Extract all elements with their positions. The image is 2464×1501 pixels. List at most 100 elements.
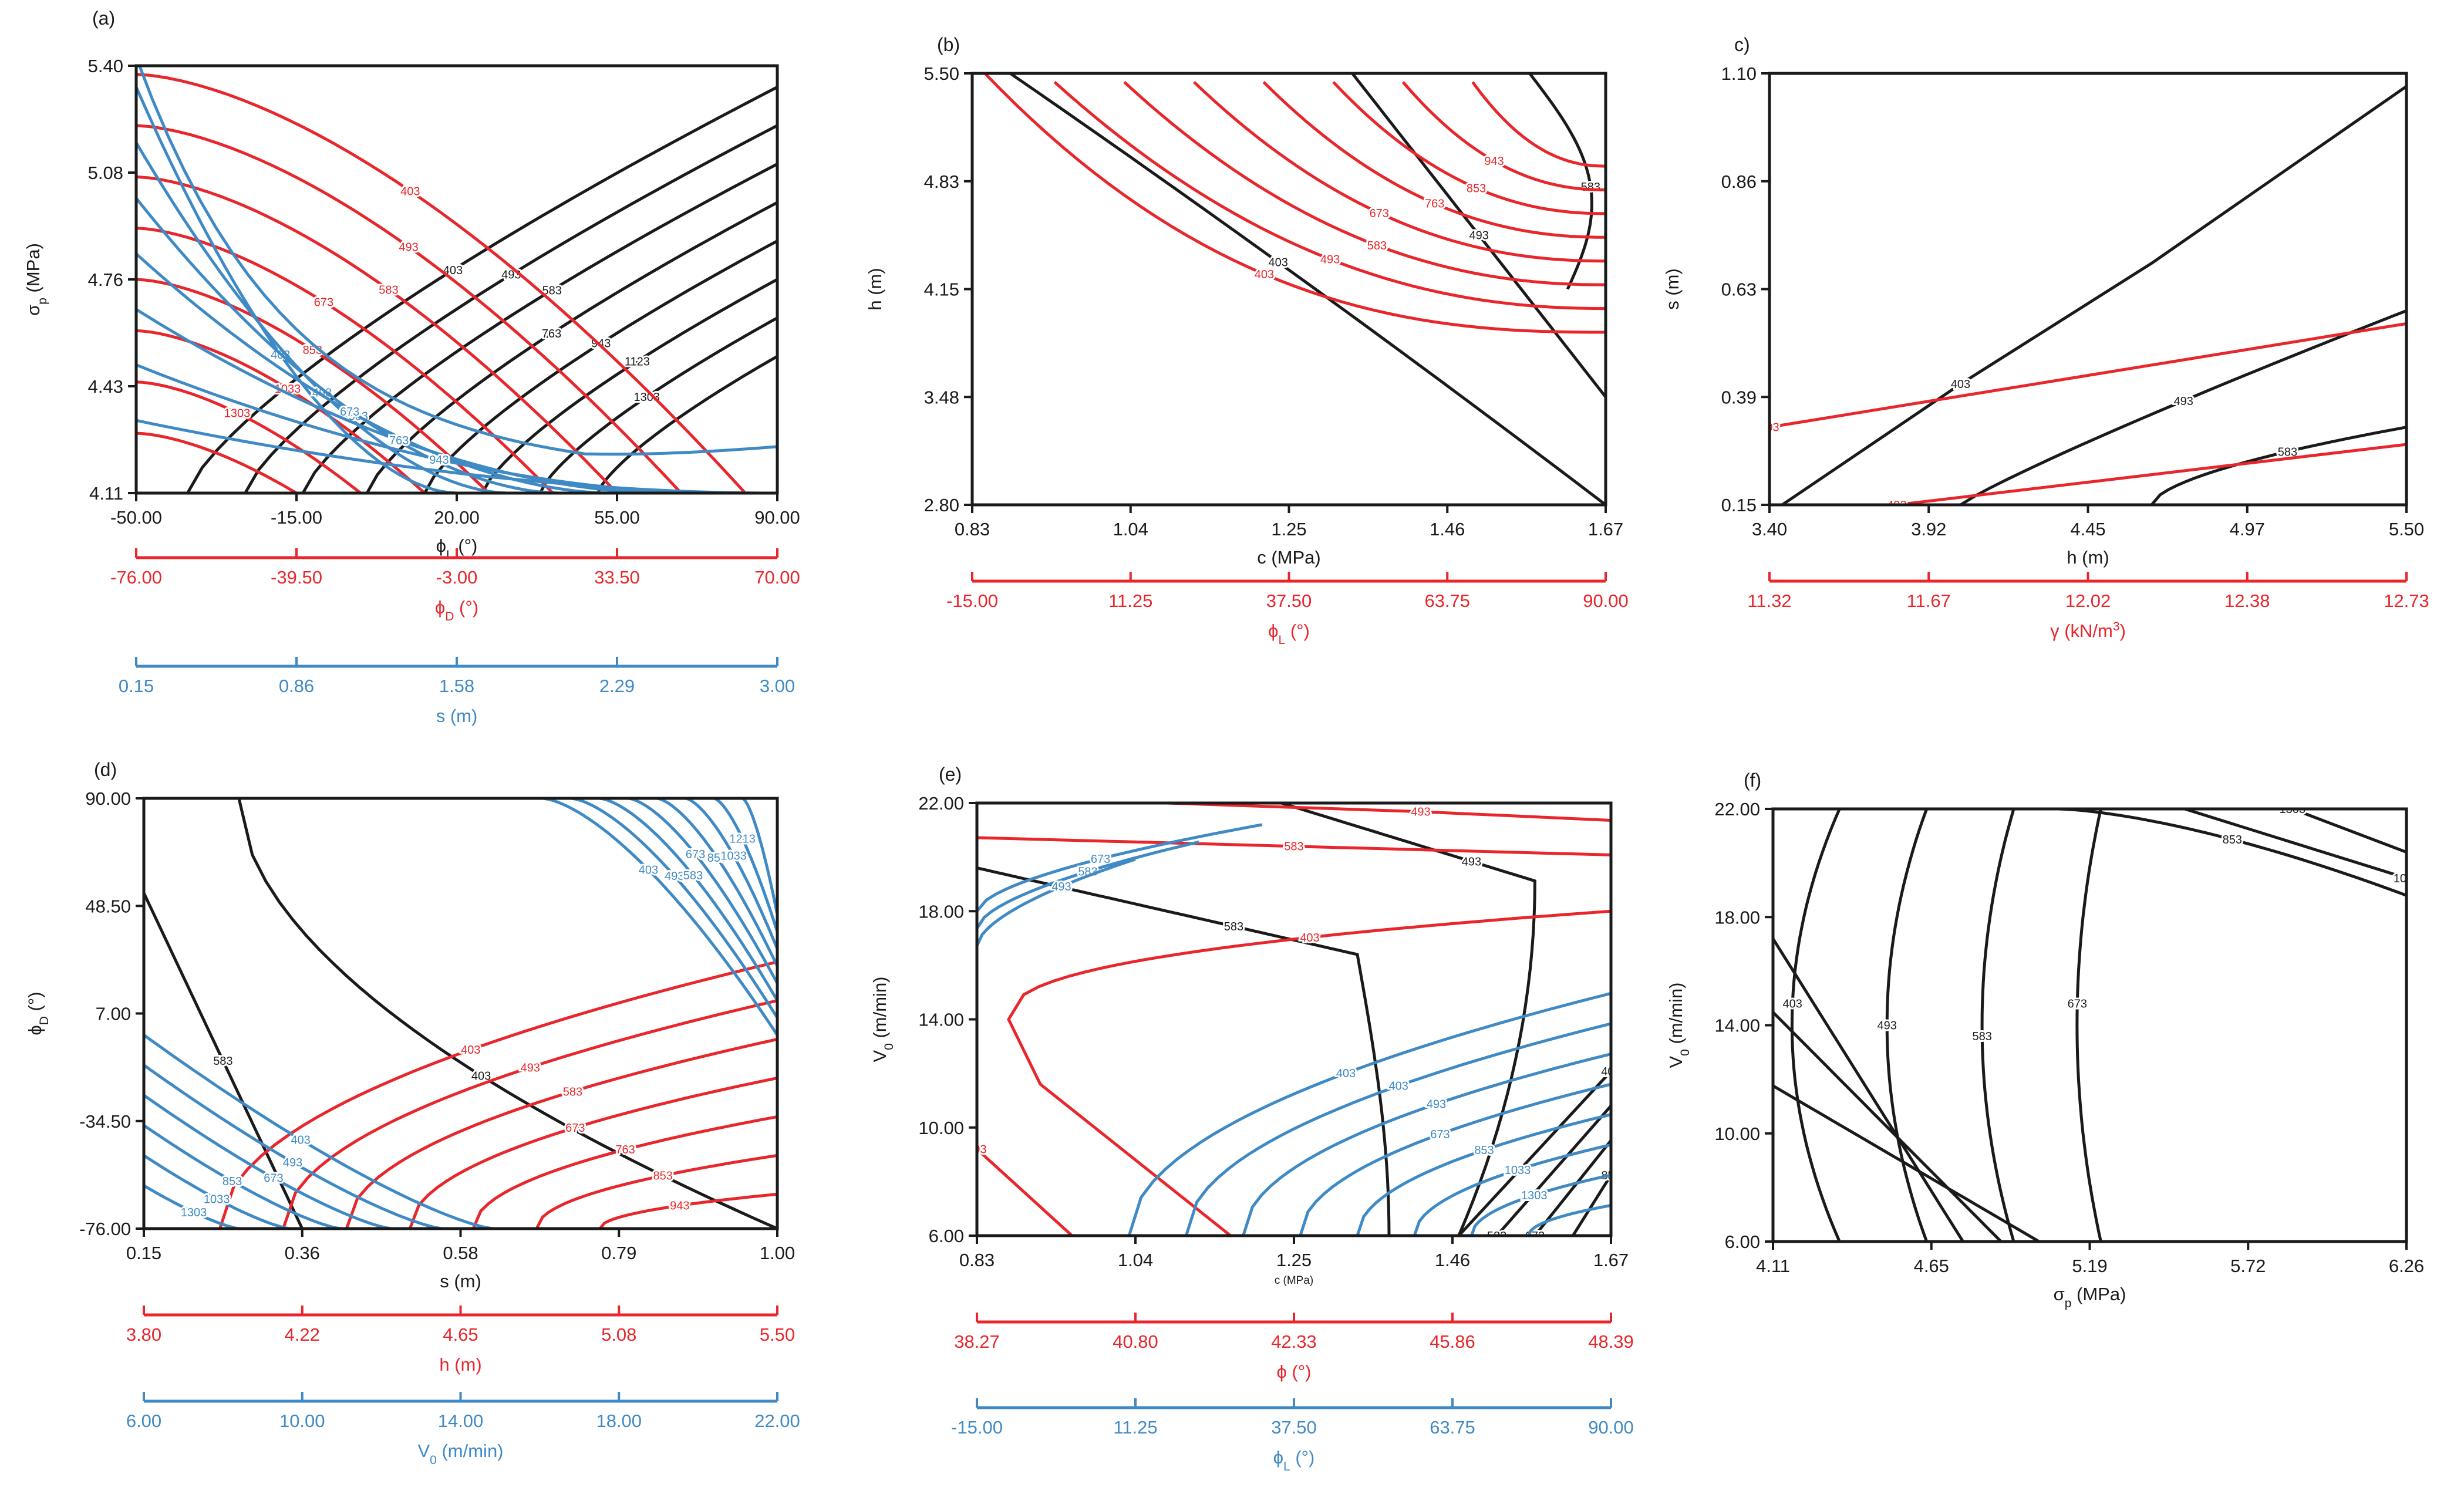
contour-label: 583 [1224,920,1243,933]
red-contour-line [408,1077,777,1229]
extra-axis-tick-label: 1.58 [439,676,474,696]
contour-label: 403 [1782,998,1802,1011]
extra-axis-title: ϕL (°) [1273,1447,1315,1473]
red-contour-line [1401,81,1606,191]
black-contour-line [244,124,777,493]
y-tick-label: 22.00 [1714,799,1760,819]
black-contour-line [596,355,777,493]
panel-title: (f) [1744,770,1761,791]
blue-contour-line [713,798,777,932]
extra-axis-tick-label: 37.50 [1266,591,1312,611]
extra-axis-tick-label: 0.86 [279,676,314,696]
extra-axis-tick-label: -39.50 [271,567,322,588]
extra-axis-tick-label: 10.00 [279,1411,325,1431]
y-tick-label: 4.83 [924,171,959,192]
extra-axis-tick-label: 5.08 [601,1324,636,1345]
extra-axis-tick-label: 45.86 [1430,1331,1475,1352]
contour-label: 403 [639,864,658,877]
contour-label: 673 [264,1172,283,1185]
x-tick-label: 3.92 [1911,519,1946,539]
black-contour-line [1773,937,1964,1242]
contour-lines: 4035834034935836737638539434034936738531… [144,798,777,1229]
y-tick-label: 4.15 [924,279,959,300]
y-tick-label: 4.43 [88,376,123,397]
blue-contour-line [144,1064,442,1229]
contour-label: 493 [1462,855,1481,868]
blue-contour-line [542,798,777,1036]
y-axis-title: σp (MPa) [23,243,49,316]
x-tick-label: 0.83 [959,1250,995,1270]
blue-contour-line [144,1094,392,1229]
y-tick-label: 6.00 [929,1226,964,1246]
y-tick-label: 22.00 [918,793,964,814]
blue-contour-line [136,363,713,493]
red-contour-line [136,431,298,493]
contour-label: 943 [670,1200,689,1213]
black-contour-line [301,163,777,493]
blue-contour-line [1527,1203,1611,1236]
contour-label: 493 [1411,806,1430,819]
red-contour-line [218,960,777,1229]
extra-axis-red: 11.32 11.67 12.02 12.38 12.73 γ (kN/m3) [1747,572,2429,641]
y-axis-title: s (m) [1662,268,1683,310]
black-contour-line [1572,1174,1611,1236]
extra-axis-tick-label: 38.27 [954,1331,1000,1352]
contour-label: 493 [1878,1020,1897,1033]
chart-panel-f: (f) 403 493 583 673 853 1033 1303 4.11 4.65 5.19 5.… [1666,770,2424,1310]
black-contour-line [1885,809,1929,1242]
y-axis-title: V0 (m/min) [869,976,896,1062]
contour-label: 493 [521,1061,540,1074]
extra-axis-title: ϕ (°) [1276,1361,1311,1382]
y-tick-label: 18.00 [1714,907,1760,927]
contour-label: 763 [615,1144,635,1156]
red-contour-line [136,124,683,493]
extra-axis-tick-label: 70.00 [754,567,800,588]
contour-label: 1303 [224,407,251,420]
y-tick-label: 0.63 [1721,279,1757,300]
contour-label: 1123 [625,355,650,368]
contour-label: 583 [563,1085,582,1098]
red-contour-line [1896,443,2406,505]
y-tick-label: 18.00 [918,901,964,922]
y-tick-label: 48.50 [85,896,131,916]
black-contour-line [237,798,777,1229]
extra-axis-tick-label: 11.25 [1108,591,1152,611]
y-tick-label: 90.00 [85,788,131,809]
extra-axis-red: 38.27 40.80 42.33 45.86 48.39 ϕ (°) [954,1313,1634,1382]
panel-title: (b) [937,34,960,55]
x-tick-label: 0.58 [443,1243,478,1263]
contour-label: 493 [967,1144,986,1156]
y-tick-label: 1.10 [1721,63,1757,84]
contour-label: 493 [1320,254,1340,267]
extra-axis-title: V0 (m/min) [417,1441,503,1467]
contour-label: 583 [1284,841,1303,854]
contour-lines: 403 493 583 673 853 1033 1303 [1773,809,2406,1242]
x-tick-label: 1.25 [1276,1250,1312,1270]
black-contour-line [1351,73,1606,398]
contour-lines: 403 493 583 403 493 583 673 763 853 943 [983,73,1606,505]
black-contour-line [1280,803,1536,1236]
extra-axis-tick-label: 11.32 [1747,591,1791,611]
y-tick-label: 5.40 [88,56,123,76]
chart-panel-b: (b) 403 493 583 403 493 583 673 763 853 943 0.83 1.0… [865,34,1629,647]
contour-label: 403 [1268,257,1287,269]
x-tick-label: 4.45 [2070,519,2105,539]
blue-contour-line [599,798,777,1001]
extra-axis-tick-label: 63.75 [1430,1417,1475,1438]
chart-panel-d: (d)4035834034935836737638539434034936738… [25,759,800,1467]
black-contour-line [1773,1084,2040,1242]
extra-axis-tick-label: -15.00 [951,1417,1003,1438]
extra-axis-tick-label: 33.50 [594,567,640,588]
x-tick-label: 4.97 [2230,519,2265,539]
contour-label: 403 [461,1044,480,1057]
y-tick-label: -76.00 [79,1219,131,1239]
contour-label: 943 [429,454,449,467]
contour-label: 403 [291,1134,310,1146]
x-tick-label: 3.40 [1752,519,1787,539]
contour-label: 763 [389,434,409,447]
black-contour-line [2075,809,2102,1242]
contour-label: 1033 [720,850,747,863]
contour-label: 403 [1255,268,1274,281]
extra-axis-tick-label: 63.75 [1424,591,1470,611]
